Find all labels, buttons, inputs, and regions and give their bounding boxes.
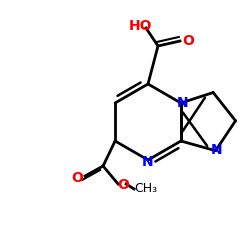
Text: N: N <box>211 143 222 157</box>
Text: N: N <box>142 155 154 169</box>
Text: O: O <box>182 34 194 48</box>
Text: HO: HO <box>128 19 152 33</box>
Text: N: N <box>177 96 189 110</box>
Text: O: O <box>71 171 83 185</box>
Text: CH₃: CH₃ <box>134 182 158 196</box>
Text: O: O <box>117 178 129 192</box>
